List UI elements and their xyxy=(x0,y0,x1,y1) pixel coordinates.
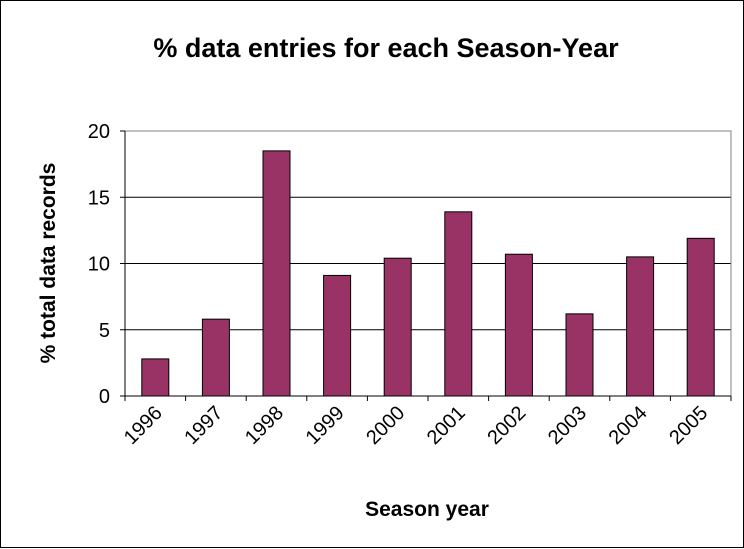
bar-1997 xyxy=(201,318,230,397)
bar-series xyxy=(141,150,715,397)
chart-title: % data entries for each Season-Year xyxy=(153,33,619,63)
x-axis-ticks: 1996 1997 1998 1999 2000 2001 2002 2003 2004 2005 xyxy=(120,396,732,449)
bar-1998 xyxy=(262,150,291,397)
bar-2001 xyxy=(444,211,473,397)
bar-2002 xyxy=(504,253,533,397)
x-tick-label-2002: 2002 xyxy=(483,402,530,449)
x-tick-label-2001: 2001 xyxy=(423,402,470,449)
y-axis-ticks: 0 5 10 15 20 xyxy=(88,121,125,408)
x-tick-label-2003: 2003 xyxy=(544,402,591,449)
bar-1996 xyxy=(141,358,170,397)
x-tick-label-1999: 1999 xyxy=(302,402,349,449)
bar-2000 xyxy=(383,257,412,397)
y-tick-label-5: 5 xyxy=(99,320,110,342)
y-tick-label-10: 10 xyxy=(88,254,110,276)
y-axis-title: % total data records xyxy=(37,163,60,364)
bar-2003 xyxy=(565,313,594,397)
x-tick-label-2004: 2004 xyxy=(605,402,652,449)
x-axis-title: Season year xyxy=(365,498,489,521)
bar-2004 xyxy=(626,256,655,397)
x-tick-label-1997: 1997 xyxy=(180,402,227,449)
x-tick-label-1998: 1998 xyxy=(241,402,288,449)
y-tick-label-20: 20 xyxy=(88,121,110,143)
y-tick-label-0: 0 xyxy=(99,386,110,408)
x-tick-label-2005: 2005 xyxy=(665,402,712,449)
y-tick-label-15: 15 xyxy=(88,187,110,209)
bar-2005 xyxy=(686,237,715,397)
x-tick-label-2000: 2000 xyxy=(362,402,409,449)
bar-1999 xyxy=(323,274,352,397)
x-tick-label-1996: 1996 xyxy=(120,402,167,449)
